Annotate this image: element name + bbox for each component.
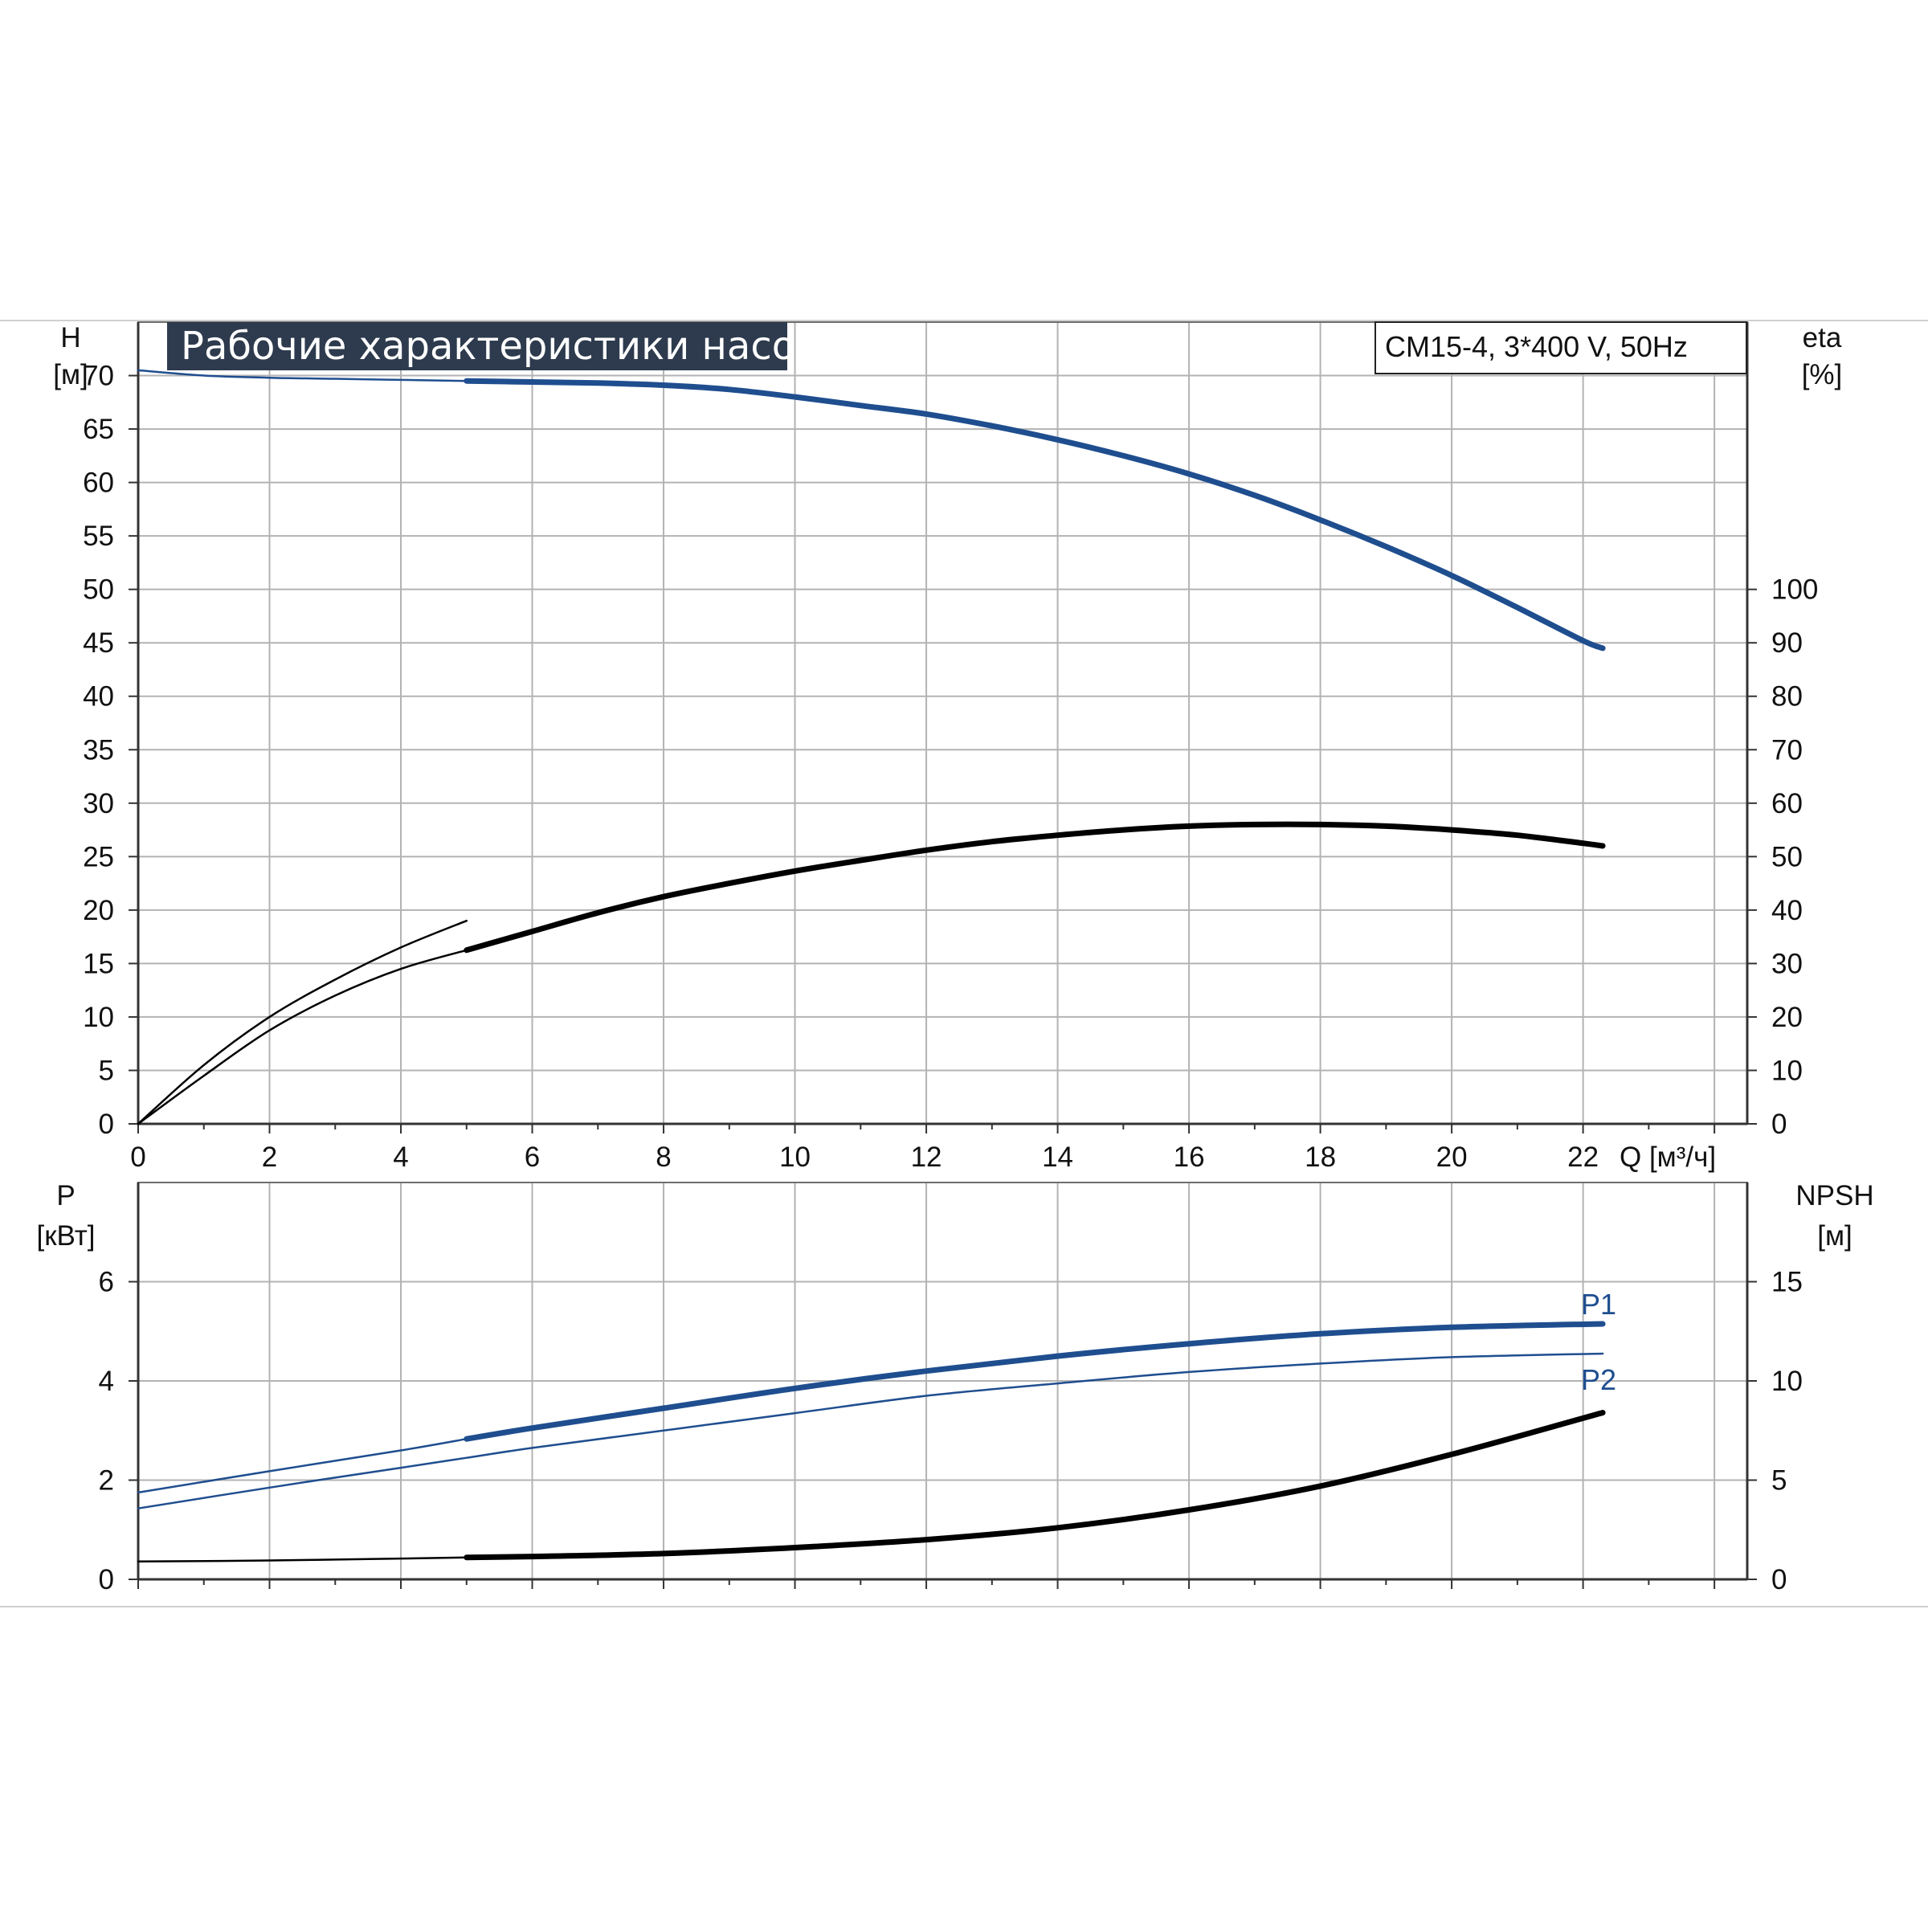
bottom-right-axis-unit: [м] bbox=[1817, 1220, 1852, 1252]
series-label-p1: P1 bbox=[1581, 1288, 1616, 1321]
bottom-left-axis-symbol: P bbox=[56, 1180, 75, 1211]
right-tick-label: 10 bbox=[1771, 1055, 1803, 1086]
model-box bbox=[1375, 321, 1747, 374]
left-tick-label: 15 bbox=[83, 948, 114, 979]
curve-eta-total-thick bbox=[464, 821, 1606, 954]
left-tick-label: 10 bbox=[83, 1002, 114, 1033]
title-background bbox=[167, 322, 787, 370]
bottom-grid bbox=[137, 1182, 1749, 1581]
left-tick-label: 30 bbox=[83, 788, 114, 819]
x-tick-label: 4 bbox=[393, 1142, 408, 1173]
curve-h-thin bbox=[137, 369, 468, 382]
right-tick-label: 100 bbox=[1771, 574, 1818, 606]
left-tick-label: 4 bbox=[99, 1366, 114, 1397]
top-grid bbox=[137, 321, 1749, 1125]
left-tick-label: 6 bbox=[99, 1267, 114, 1298]
right-tick-label: 10 bbox=[1771, 1366, 1803, 1397]
x-tick-label: 0 bbox=[130, 1142, 145, 1173]
left-tick-label: 50 bbox=[83, 574, 114, 606]
right-tick-label: 80 bbox=[1771, 681, 1803, 713]
x-tick-label: 18 bbox=[1305, 1142, 1336, 1173]
left-tick-label: 45 bbox=[83, 627, 114, 659]
right-tick-label: 0 bbox=[1771, 1564, 1787, 1595]
left-tick-label: 55 bbox=[83, 521, 114, 552]
right-tick-label: 20 bbox=[1771, 1002, 1803, 1033]
x-tick-label: 2 bbox=[262, 1142, 277, 1173]
left-tick-label: 40 bbox=[83, 681, 114, 713]
left-tick-label: 35 bbox=[83, 734, 114, 766]
x-tick-label: 16 bbox=[1174, 1142, 1205, 1173]
left-tick-label: 2 bbox=[99, 1465, 114, 1497]
right-tick-label: 60 bbox=[1771, 788, 1803, 819]
top-left-axis-unit: [м] bbox=[53, 359, 88, 390]
top-ticks: 0510152025303540455055606570010203040506… bbox=[83, 361, 1818, 1173]
top-right-axis-symbol: eta bbox=[1803, 322, 1842, 353]
chart-title: Рабочие характеристики насоса bbox=[181, 324, 840, 369]
curve-p2-thin bbox=[137, 1352, 1604, 1509]
curve-p1-thin bbox=[137, 1437, 468, 1494]
right-tick-label: 50 bbox=[1771, 841, 1803, 872]
top-left-axis-symbol: H bbox=[60, 322, 80, 353]
x-axis-label: Q [м³/ч] bbox=[1620, 1142, 1716, 1173]
series-label-p2: P2 bbox=[1581, 1363, 1616, 1396]
bottom-curves bbox=[137, 1321, 1606, 1563]
left-tick-label: 20 bbox=[83, 895, 114, 926]
x-tick-label: 14 bbox=[1042, 1142, 1073, 1173]
top-right-axis-unit: [%] bbox=[1802, 359, 1843, 390]
left-tick-label: 70 bbox=[83, 361, 114, 392]
right-tick-label: 15 bbox=[1771, 1267, 1803, 1298]
x-tick-label: 8 bbox=[656, 1142, 671, 1173]
x-tick-label: 20 bbox=[1436, 1142, 1468, 1173]
x-tick-label: 22 bbox=[1567, 1142, 1599, 1173]
curve-eta-total-thin bbox=[137, 949, 468, 1125]
right-tick-label: 70 bbox=[1771, 734, 1803, 766]
curve-eta-pump-thin bbox=[137, 919, 468, 1125]
curve-npsh-thin bbox=[137, 1556, 468, 1563]
left-tick-label: 65 bbox=[83, 414, 114, 445]
top-curves bbox=[137, 369, 1606, 1125]
right-tick-label: 30 bbox=[1771, 948, 1803, 979]
left-tick-label: 0 bbox=[99, 1564, 114, 1595]
left-tick-label: 25 bbox=[83, 841, 114, 872]
plot-frame bbox=[137, 321, 1748, 1125]
curve-p1-thick bbox=[464, 1321, 1606, 1442]
right-tick-label: 0 bbox=[1771, 1109, 1787, 1140]
x-tick-label: 10 bbox=[779, 1142, 811, 1173]
curve-h-thick bbox=[464, 378, 1606, 651]
left-tick-label: 0 bbox=[99, 1109, 114, 1140]
x-tick-label: 12 bbox=[911, 1142, 942, 1173]
left-tick-label: 5 bbox=[99, 1055, 114, 1086]
right-tick-label: 40 bbox=[1771, 895, 1803, 926]
right-tick-label: 90 bbox=[1771, 627, 1803, 659]
bottom-right-axis-symbol: NPSH bbox=[1795, 1180, 1873, 1211]
curve-npsh-thick bbox=[464, 1410, 1606, 1561]
bottom-left-axis-unit: [кВт] bbox=[37, 1220, 96, 1252]
bottom-ticks: 0 2 4 6 0 5 10 15 bbox=[99, 1267, 1803, 1596]
x-tick-label: 6 bbox=[525, 1142, 540, 1173]
left-tick-label: 60 bbox=[83, 468, 114, 499]
right-tick-label: 5 bbox=[1771, 1465, 1787, 1497]
model-label: CM15-4, 3*400 V, 50Hz bbox=[1385, 330, 1688, 363]
